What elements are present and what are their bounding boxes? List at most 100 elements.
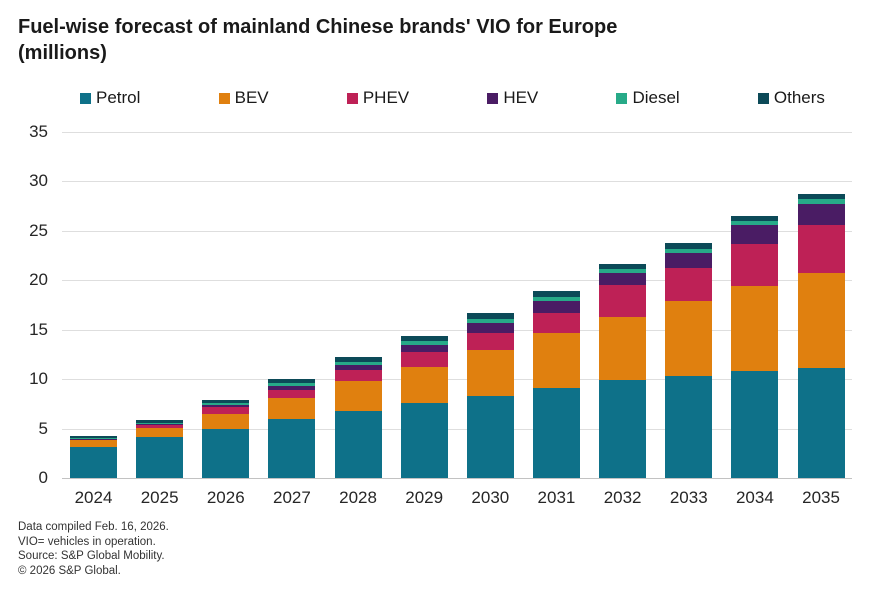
gridline-5 [62,428,852,430]
x-axis-tick-2029: 2029 [405,488,444,507]
stacked-bar-2034 [731,0,779,478]
bar-segment-2028-bev [334,381,382,411]
legend-label: Petrol [96,88,141,107]
bar-segment-2031-petrol [532,388,580,478]
bar-segment-2027-diesel [268,383,316,387]
bar-segment-2024-petrol [70,447,117,478]
footnote-copyright: © 2026 S&P Global. [18,564,121,577]
gridline-20 [62,280,852,282]
bar-segment-2026-bev [202,413,250,429]
bar-segment-2033-petrol [665,375,713,478]
bar-segment-2028-phev [334,370,382,382]
bar-segment-2031-others [532,290,580,297]
bar-segment-2032-phev [599,285,647,317]
bar-segment-2029-others [400,335,448,342]
x-axis-tick-2026: 2026 [206,488,245,507]
bar-segment-2034-phev [731,244,779,286]
stacked-bar-2032 [599,0,647,478]
legend-item-bev: BEV [218,88,269,108]
footnote-data-compiled: Data compiled Feb. 16, 2026. [18,521,169,533]
x-axis-tick-2030: 2030 [471,488,510,507]
legend-swatch-icon [487,92,499,104]
bar-segment-2033-bev [665,300,713,376]
bar-segment-2034-hev [731,225,779,245]
x-axis-tick-2027: 2027 [272,488,311,507]
bar-segment-2027-petrol [268,418,316,478]
bar-segment-2026-phev [202,406,250,414]
bar-segment-2035-diesel [797,198,845,205]
y-axis-tick-30: 30 [29,171,48,191]
y-axis-tick-10: 10 [29,369,48,389]
bar-segment-2025-hev [136,423,184,425]
x-axis-tick-2031: 2031 [537,488,576,507]
gridline-15 [62,329,852,331]
bar-segment-2031-phev [532,312,580,333]
bar-segment-2033-phev [665,267,713,301]
bar-segment-2028-hev [334,365,382,371]
x-axis-tick-2035: 2035 [802,488,840,507]
bar-segment-2030-bev [466,350,514,396]
y-axis-tick-35: 35 [29,122,48,141]
bar-segment-2024-bev [70,440,117,448]
x-axis-tick-2034: 2034 [735,488,774,507]
bar-segment-2032-petrol [599,380,647,478]
bar-segment-2029-petrol [400,402,448,478]
x-axis-tick-2033: 2033 [669,488,708,507]
stacked-bar-2031 [532,0,580,478]
bar-segment-2026-petrol [202,428,250,478]
bar-segment-2029-bev [400,367,448,403]
chart-title-line2: (millions) [18,42,107,64]
bar-segment-2033-diesel [665,249,713,254]
y-axis-tick-15: 15 [29,319,48,339]
bar-segment-2035-bev [797,273,845,369]
bar-segment-2030-hev [466,323,514,334]
footnote-source: Source: S&P Global Mobility. [18,550,165,562]
bar-segment-2025-phev [136,424,184,428]
bar-segment-2025-diesel [136,422,184,424]
legend-item-phev: PHEV [346,88,409,108]
legend-label: Others [773,88,825,107]
gridline-0 [62,478,852,479]
legend-item-diesel: Diesel [616,88,680,108]
stacked-bar-2027 [268,0,316,478]
legend-label: BEV [234,88,269,107]
bar-segment-2028-diesel [334,361,382,366]
chart-title: Fuel-wise forecast of mainland Chinese b… [18,14,838,66]
bar-segment-2031-diesel [532,296,580,301]
chart-legend: Petrol BEV PHEV HEV Diesel Others [80,88,825,108]
stacked-bar-2024 [70,0,117,478]
bar-segment-2033-hev [665,253,713,268]
bar-segment-2034-others [731,216,779,222]
bar-segment-2032-hev [599,272,647,286]
bar-segment-2035-others [797,193,845,199]
bar-segment-2026-diesel [202,403,250,405]
y-axis-tick-0: 0 [38,468,48,487]
stacked-bar-2028 [334,0,382,478]
bar-segment-2025-petrol [136,437,184,478]
chart-footnotes: Data compiled Feb. 16, 2026. VIO= vehicl… [18,520,169,578]
x-axis-tick-2024: 2024 [74,488,113,507]
bar-segment-2031-bev [532,332,580,389]
stacked-bar-2026 [202,0,250,478]
stacked-bar-2025 [136,0,184,478]
legend-label: Diesel [632,88,680,107]
bar-segment-2029-diesel [400,341,448,346]
stacked-bar-2030 [466,0,514,478]
bar-segment-2030-phev [466,333,514,351]
y-axis-tick-5: 5 [38,418,48,438]
x-axis-tick-2032: 2032 [603,488,642,507]
bar-segment-2027-bev [268,397,316,419]
bar-segment-2024-others [70,436,117,439]
x-axis-tick-2025: 2025 [140,488,179,507]
gridline-25 [62,230,852,232]
bar-segment-2027-others [268,379,316,384]
legend-swatch-icon [616,92,628,104]
bar-segment-2034-diesel [731,221,779,226]
bar-segment-2029-phev [400,352,448,368]
gridline-10 [62,379,852,381]
bar-segment-2030-petrol [466,395,514,478]
legend-item-petrol: Petrol [80,88,140,108]
legend-swatch-icon [218,92,230,104]
bar-segment-2028-others [334,356,382,362]
y-axis-tick-25: 25 [29,220,48,240]
